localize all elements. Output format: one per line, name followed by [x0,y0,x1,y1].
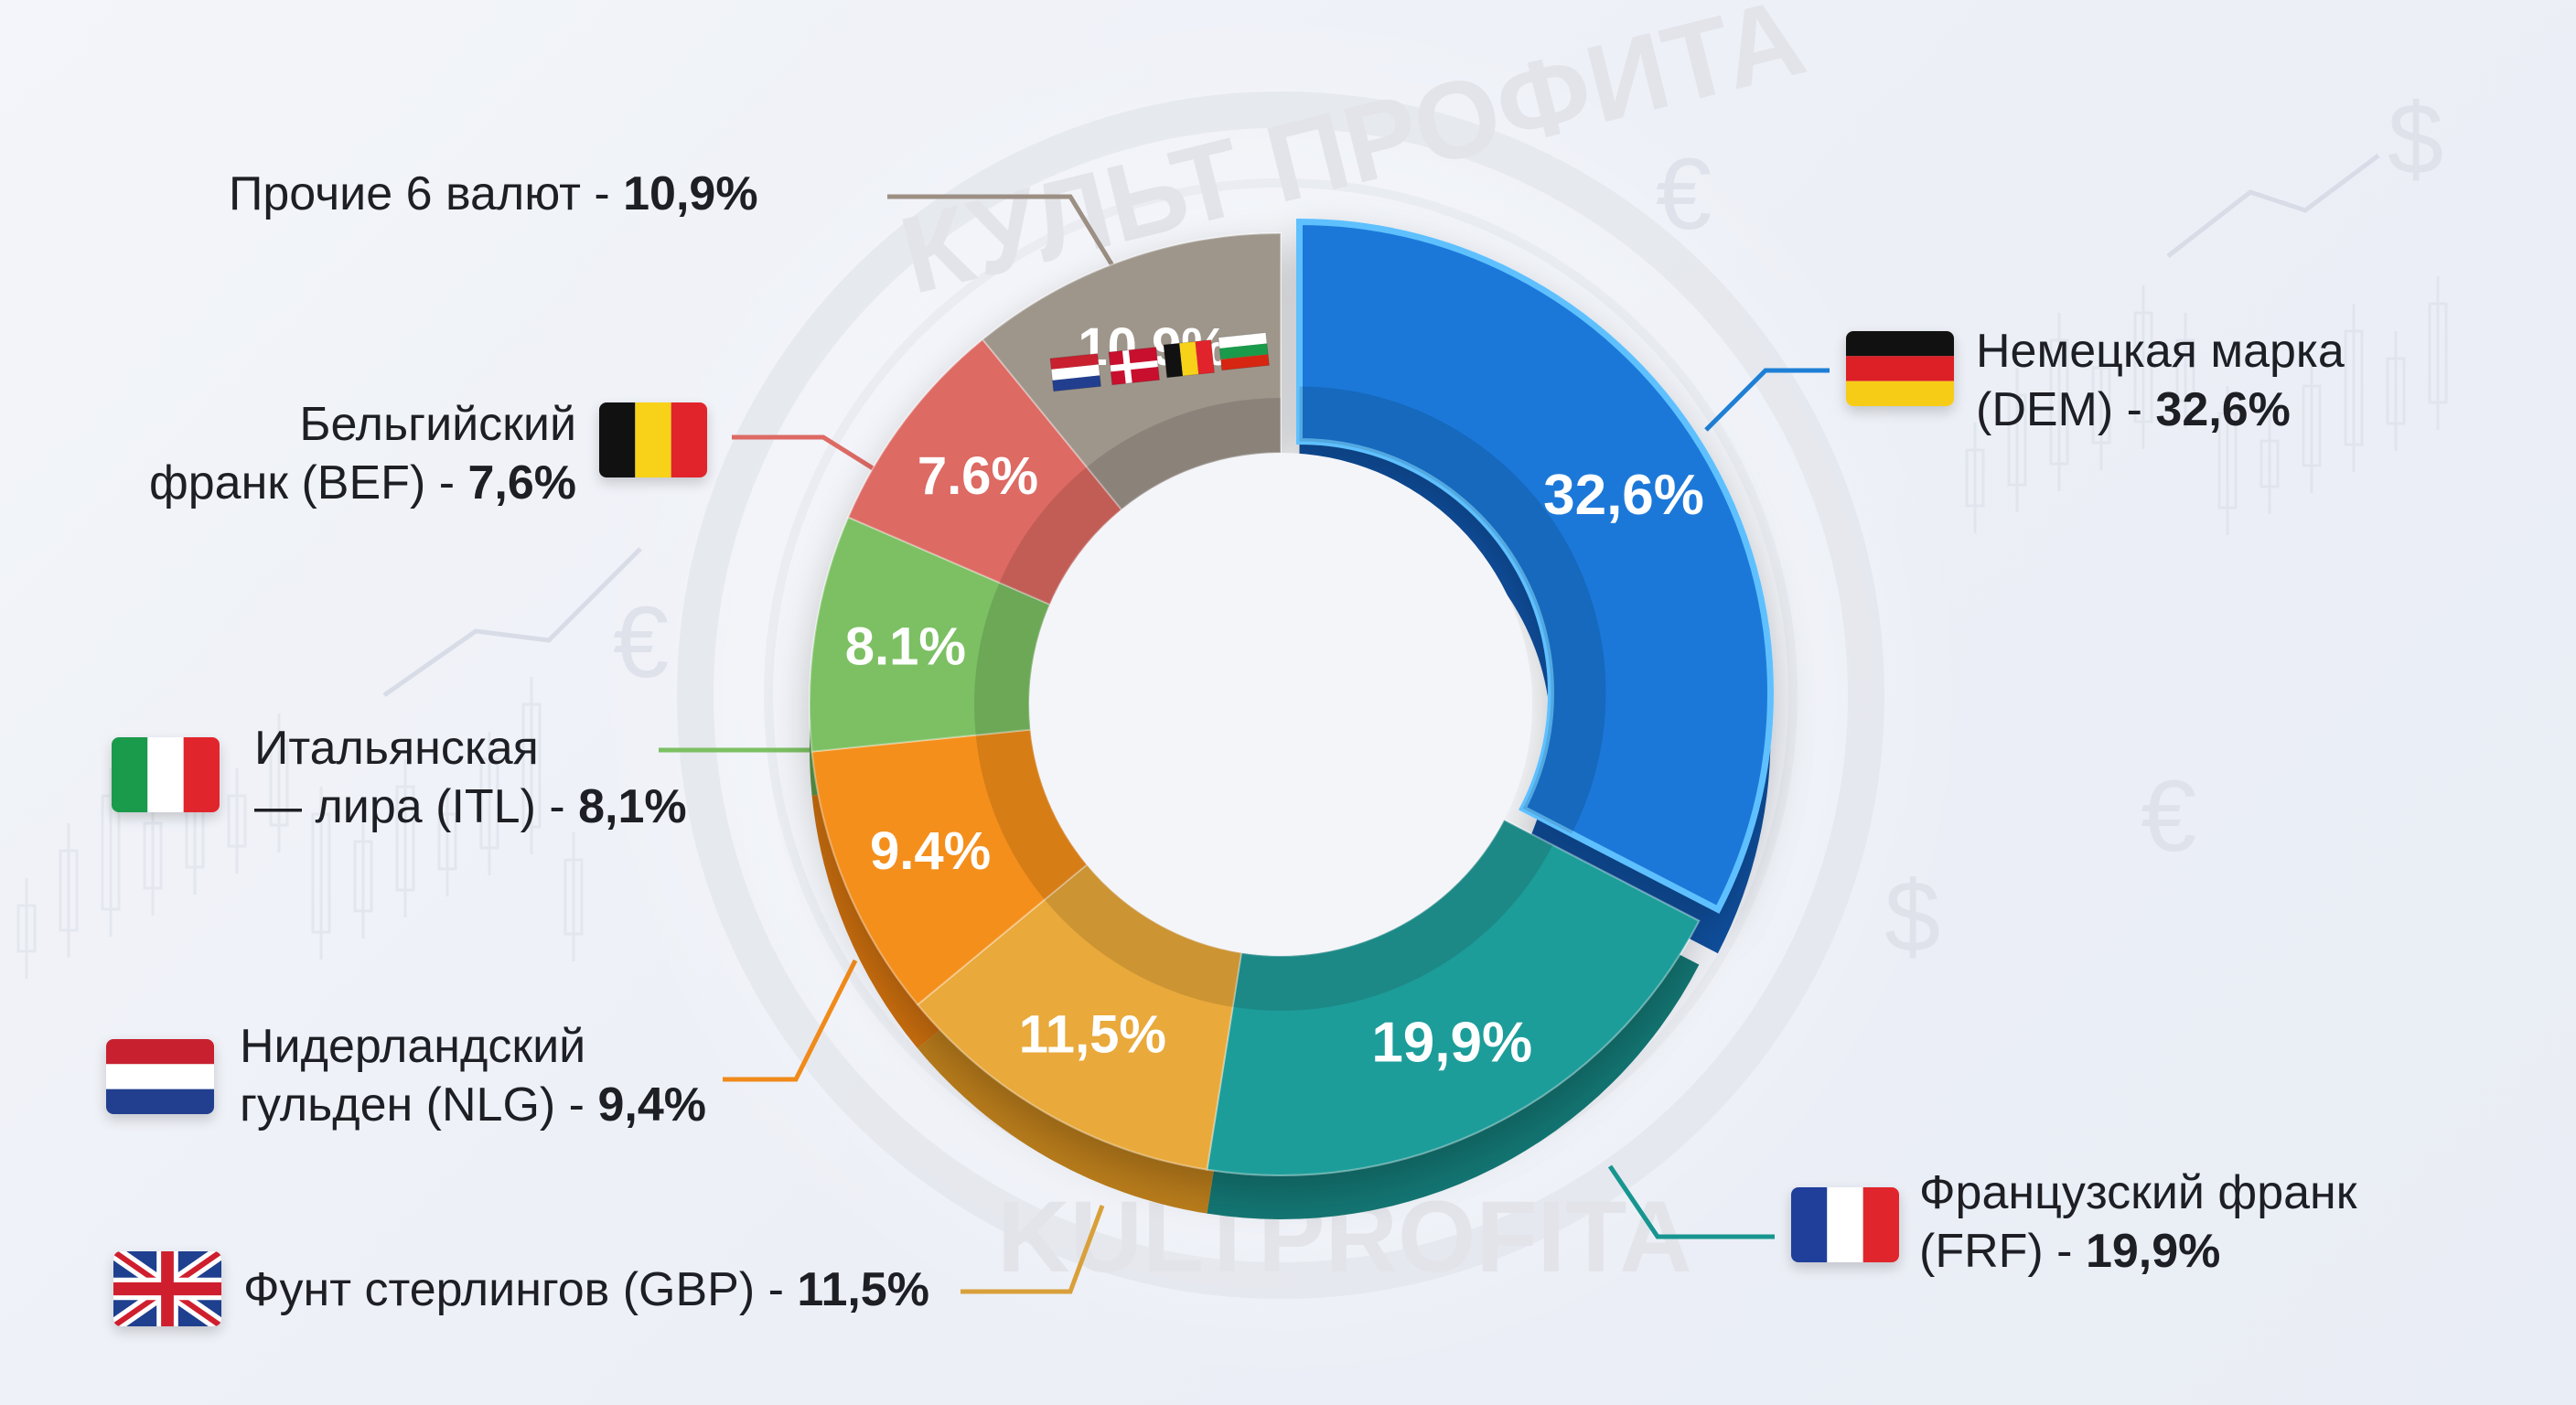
dollar-icon: $ [2388,83,2443,196]
legend-gbp-text: Фунт стерлингов (GBP) - 11,5% [243,1263,929,1316]
mini-bulgaria-flag [1218,332,1271,371]
mini-flags [1049,332,1271,392]
mini-denmark-flag [1108,347,1161,386]
legend-bef-line1: Бельгийский [299,398,576,451]
leader-line-gbp [961,1205,1105,1294]
slice-inner-rim-frf [1232,820,1553,1011]
legend-frf: Французский франк (FRF) - 19,9% [1919,1164,2357,1281]
legend-nlg-line2: гульден (NLG) - 9,4% [240,1078,706,1132]
slice-label-frf: 19,9% [1371,1011,1532,1074]
italy-flag [112,737,220,812]
leader-line-frf [1607,1164,1775,1239]
euro-icon: € [2141,760,2196,873]
legend-itl: Итальянская — лира (ITL) - 8,1% [254,719,687,836]
slice-inner-rim-bef [999,467,1122,605]
donut-hole [1029,453,1532,956]
trend-line-left [382,547,642,698]
legend-dem: Немецкая марка (DEM) - 32,6% [1976,322,2345,439]
leader-line-other [887,194,1121,276]
euro-icon: € [1656,138,1712,251]
leader-line-dem [1704,368,1830,432]
legend-frf-line1: Французский франк [1919,1166,2357,1219]
leader-lines [659,194,1830,1294]
leader-line-bef [732,434,894,483]
slice-inner-rim-other [1087,398,1281,510]
emblem-ring [677,91,1884,1299]
slice-label-itl: 8.1% [845,617,966,676]
mini-belgium-flag [1163,339,1216,379]
dollar-icon: $ [1884,861,1940,973]
slice-inner-rim-gbp [1044,864,1241,1007]
france-flag [1791,1187,1899,1262]
slice-label-gbp: 11,5% [1019,1004,1166,1064]
legend-itl-line1: Итальянская [254,722,539,775]
legend-dem-line1: Немецкая марка [1976,325,2345,378]
legend-dem-line2: (DEM) - 32,6% [1976,383,2291,436]
legend-frf-line2: (FRF) - 19,9% [1919,1225,2221,1278]
slice-inner-rim-itl [974,582,1050,735]
legend-nlg: Нидерландский гульден (NLG) - 9,4% [240,1017,706,1134]
legend-other: Прочие 6 валют - 10,9% [229,165,758,223]
legend-bef-line2: франк (BEF) - 7,6% [148,456,576,509]
uk-flag [113,1251,221,1326]
euro-icon: € [613,586,669,699]
mini-netherlands-flag [1049,353,1102,392]
slice-label-dem: 32,6% [1543,464,1704,527]
legend-gbp: Фунт стерлингов (GBP) - 11,5% [243,1260,929,1319]
belgium-flag [599,402,707,477]
trend-line-right [2166,154,2380,258]
legend-other-text: Прочие 6 валют - 10,9% [229,167,758,220]
slice-inner-rim-nlg [975,729,1088,900]
legend-itl-line2: — лира (ITL) - 8,1% [254,780,687,833]
slice-label-nlg: 9.4% [870,821,991,881]
leader-line-nlg [723,959,858,1082]
legend-bef: Бельгийский франк (BEF) - 7,6% [110,395,576,512]
slice-label-bef: 7.6% [918,446,1038,506]
slice-inner-rim-dem [1299,386,1606,834]
germany-flag [1846,331,1954,406]
netherlands-flag [106,1039,214,1114]
legend-nlg-line1: Нидерландский [240,1020,586,1073]
